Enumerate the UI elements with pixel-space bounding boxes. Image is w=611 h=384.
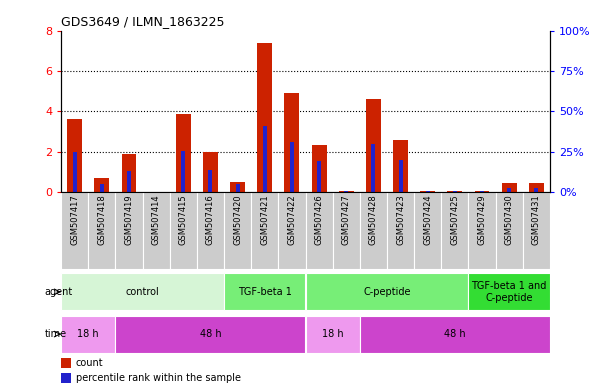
Bar — [447, 191, 463, 192]
Bar — [344, 191, 348, 192]
Bar — [306, 316, 360, 353]
Bar — [338, 191, 354, 192]
Bar — [115, 316, 306, 353]
Bar — [371, 144, 375, 192]
Text: GSM507420: GSM507420 — [233, 194, 242, 245]
Bar — [197, 192, 224, 269]
Bar — [360, 192, 387, 269]
Bar — [230, 182, 245, 192]
Bar — [398, 160, 403, 192]
Bar — [366, 99, 381, 192]
Bar — [170, 192, 197, 269]
Bar — [61, 192, 88, 269]
Text: GSM507416: GSM507416 — [206, 194, 215, 245]
Bar — [88, 192, 115, 269]
Bar — [469, 273, 550, 310]
Bar — [507, 188, 511, 192]
Text: TGF-beta 1 and
C-peptide: TGF-beta 1 and C-peptide — [472, 281, 547, 303]
Bar — [61, 316, 115, 353]
Bar — [251, 192, 279, 269]
Bar — [496, 192, 523, 269]
Text: GSM507419: GSM507419 — [125, 194, 133, 245]
Text: GDS3649 / ILMN_1863225: GDS3649 / ILMN_1863225 — [61, 15, 225, 28]
Bar — [290, 142, 294, 192]
Bar — [67, 119, 82, 192]
Bar — [306, 273, 469, 310]
Text: GSM507424: GSM507424 — [423, 194, 432, 245]
Bar — [414, 192, 441, 269]
Text: count: count — [76, 358, 103, 368]
Text: 18 h: 18 h — [78, 329, 99, 339]
Bar — [61, 273, 224, 310]
Text: GSM507425: GSM507425 — [450, 194, 459, 245]
Bar — [420, 191, 435, 192]
Text: time: time — [45, 329, 67, 339]
Text: GSM507431: GSM507431 — [532, 194, 541, 245]
Bar — [469, 192, 496, 269]
Text: GSM507415: GSM507415 — [179, 194, 188, 245]
Bar — [115, 192, 142, 269]
Text: 48 h: 48 h — [200, 329, 221, 339]
Text: C-peptide: C-peptide — [363, 287, 411, 297]
Bar — [224, 192, 251, 269]
Text: GSM507429: GSM507429 — [478, 194, 486, 245]
Text: GSM507418: GSM507418 — [97, 194, 106, 245]
Bar — [306, 192, 332, 269]
Bar — [203, 152, 218, 192]
Text: 48 h: 48 h — [444, 329, 466, 339]
Bar — [285, 93, 299, 192]
Text: 18 h: 18 h — [322, 329, 343, 339]
Bar — [332, 192, 360, 269]
Bar — [475, 191, 489, 192]
Bar — [208, 170, 213, 192]
Bar — [393, 140, 408, 192]
Bar — [523, 192, 550, 269]
Bar — [61, 373, 71, 382]
Bar — [176, 114, 191, 192]
Bar — [360, 316, 550, 353]
Text: agent: agent — [45, 287, 73, 297]
Bar — [61, 359, 71, 368]
Bar — [441, 192, 469, 269]
Text: GSM507426: GSM507426 — [315, 194, 324, 245]
Bar — [426, 191, 430, 192]
Bar — [387, 192, 414, 269]
Text: TGF-beta 1: TGF-beta 1 — [238, 287, 291, 297]
Text: GSM507423: GSM507423 — [396, 194, 405, 245]
Text: GSM507414: GSM507414 — [152, 194, 161, 245]
Bar — [100, 184, 104, 192]
Text: GSM507430: GSM507430 — [505, 194, 514, 245]
Text: GSM507427: GSM507427 — [342, 194, 351, 245]
Bar — [317, 161, 321, 192]
Bar — [122, 154, 136, 192]
Bar — [263, 126, 267, 192]
Text: GSM507428: GSM507428 — [369, 194, 378, 245]
Bar — [279, 192, 306, 269]
Bar — [142, 192, 170, 269]
Text: percentile rank within the sample: percentile rank within the sample — [76, 373, 241, 383]
Bar — [224, 273, 306, 310]
Text: GSM507421: GSM507421 — [260, 194, 269, 245]
Bar — [529, 183, 544, 192]
Bar — [534, 188, 538, 192]
Text: GSM507422: GSM507422 — [287, 194, 296, 245]
Text: control: control — [126, 287, 159, 297]
Bar — [94, 178, 109, 192]
Bar — [127, 171, 131, 192]
Bar — [453, 191, 457, 192]
Bar — [73, 152, 77, 192]
Text: GSM507417: GSM507417 — [70, 194, 79, 245]
Bar — [312, 145, 326, 192]
Bar — [257, 43, 273, 192]
Bar — [181, 151, 185, 192]
Bar — [236, 184, 240, 192]
Bar — [480, 191, 484, 192]
Bar — [502, 183, 517, 192]
